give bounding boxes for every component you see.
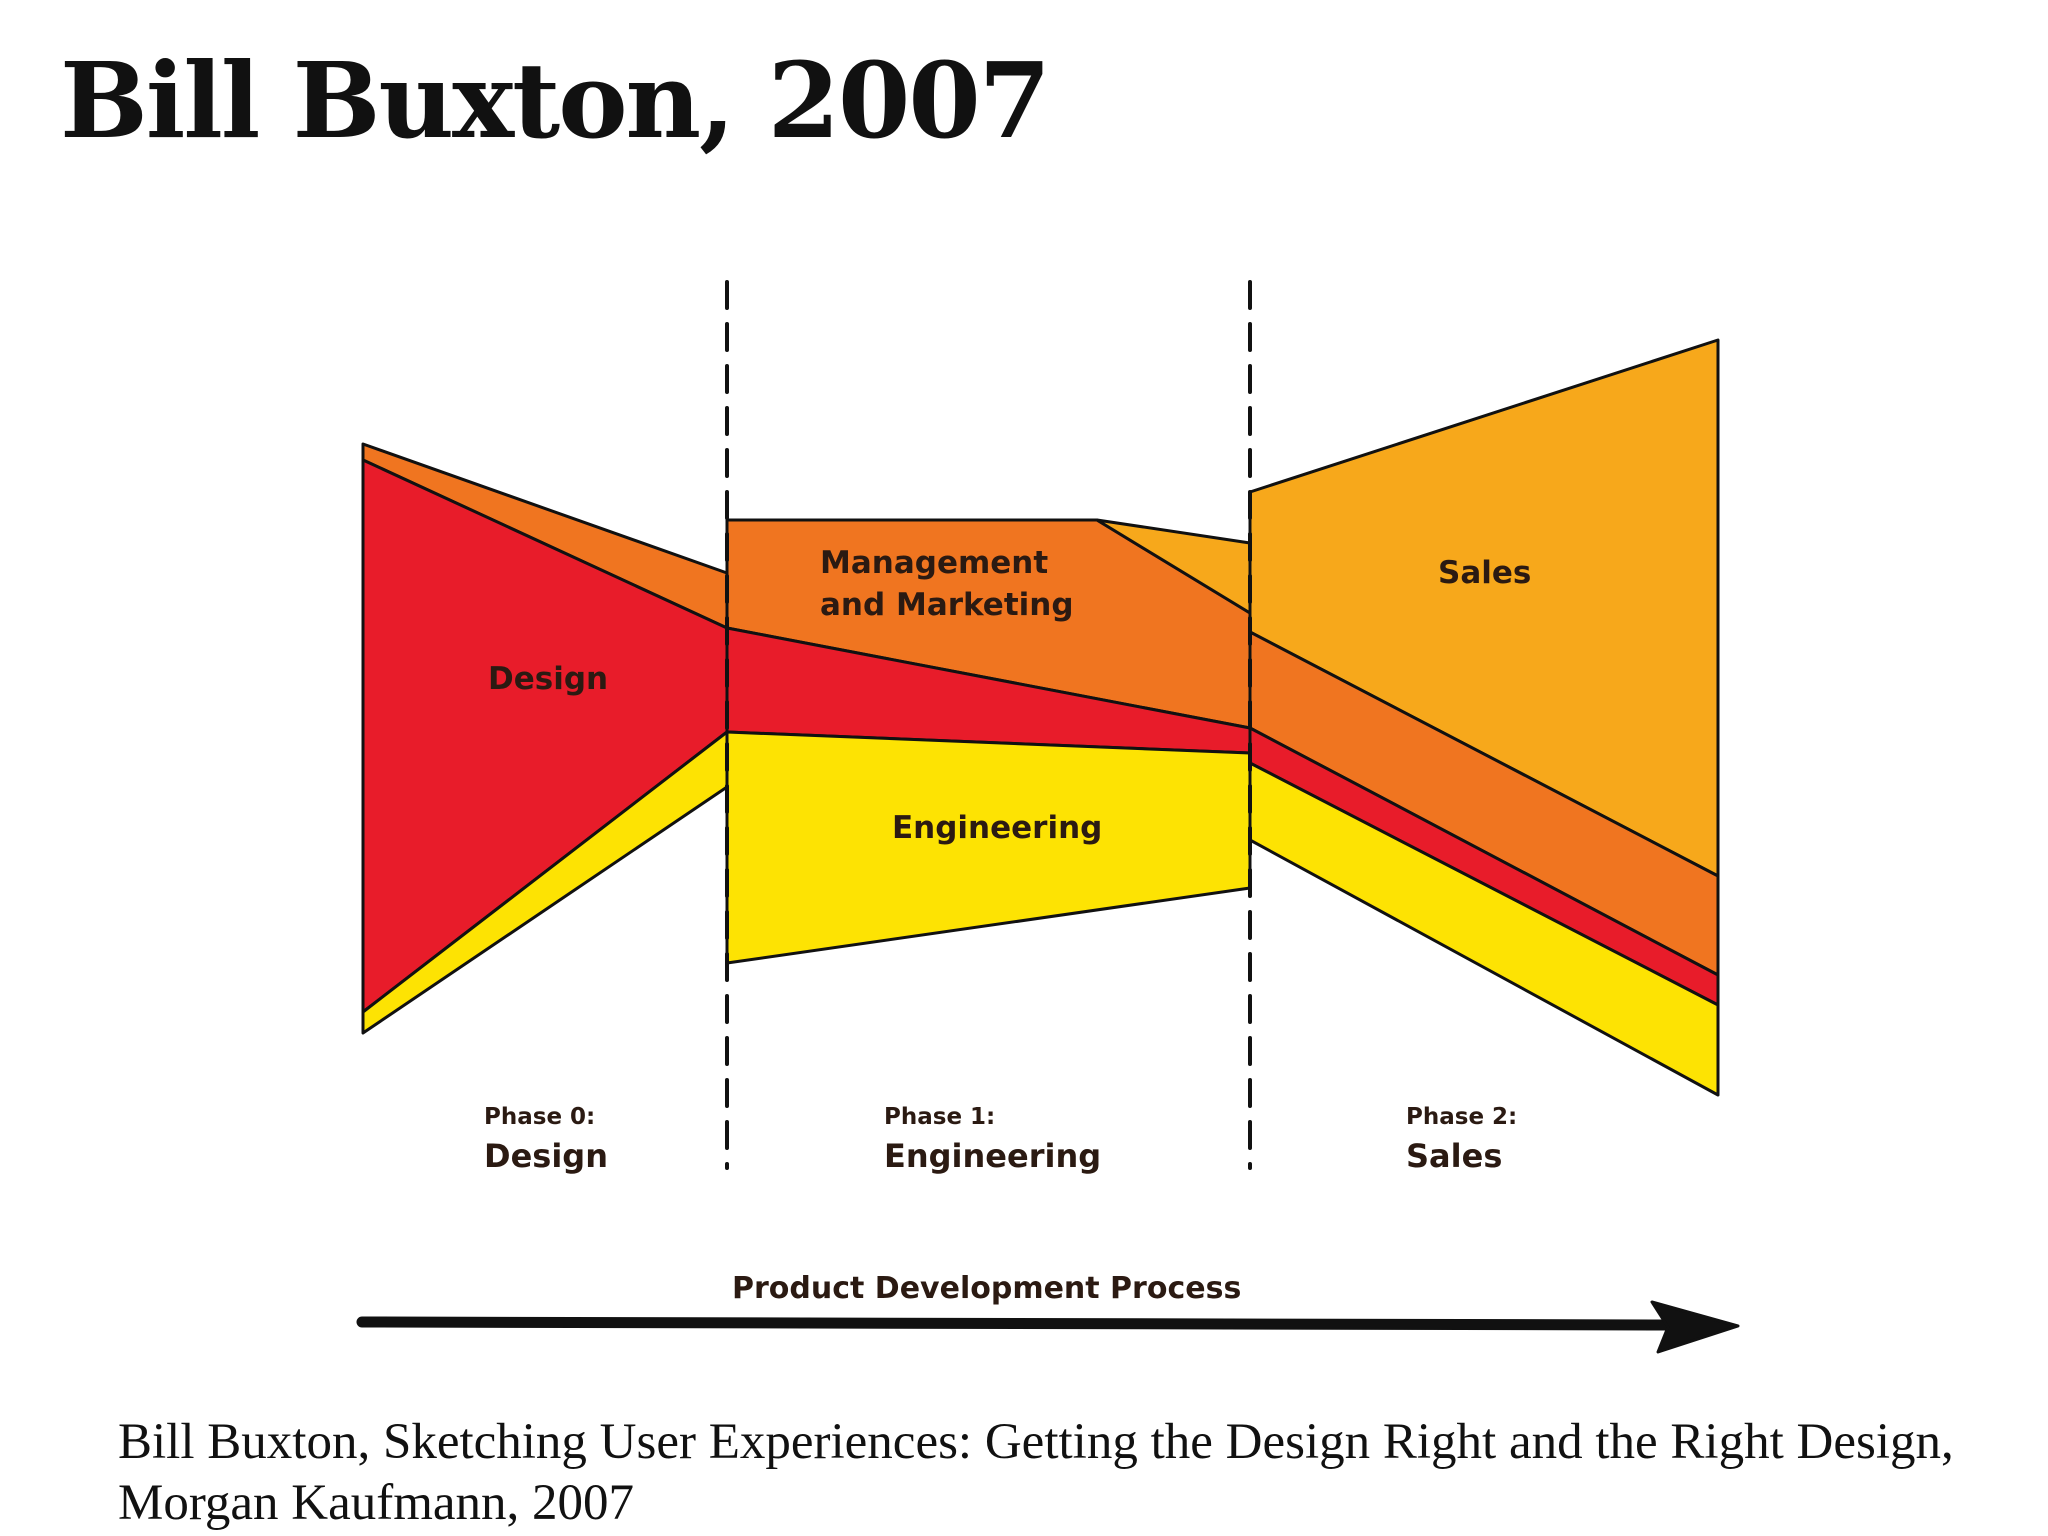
phase2-engineering-band xyxy=(1248,761,1720,1097)
phase2-name: Sales xyxy=(1406,1137,1502,1175)
management-band-label-line2: and Marketing xyxy=(820,587,1074,623)
design-band-label: Design xyxy=(488,661,608,697)
product-development-diagram: Design Management and Marketing Engineer… xyxy=(356,280,1740,1354)
phase1-engineering-band xyxy=(725,730,1252,965)
process-arrow-shaft xyxy=(356,1316,1678,1331)
phase0-name: Design xyxy=(484,1137,608,1175)
engineering-band-label: Engineering xyxy=(892,810,1102,846)
process-arrow-head xyxy=(1650,1300,1740,1354)
phase2-number: Phase 2: xyxy=(1406,1104,1517,1130)
management-band-label-line1: Management xyxy=(820,545,1048,581)
phase1-number: Phase 1: xyxy=(884,1104,995,1130)
slide-title: Bill Buxton, 2007 xyxy=(60,39,1051,162)
phase0-design-band xyxy=(361,458,729,1014)
sales-band-label: Sales xyxy=(1438,555,1531,591)
process-axis-label: Product Development Process xyxy=(732,1271,1241,1306)
phase0-number: Phase 0: xyxy=(484,1104,595,1130)
phase1-name: Engineering xyxy=(884,1137,1101,1175)
citation: Bill Buxton, Sketching User Experiences:… xyxy=(118,1414,1954,1531)
